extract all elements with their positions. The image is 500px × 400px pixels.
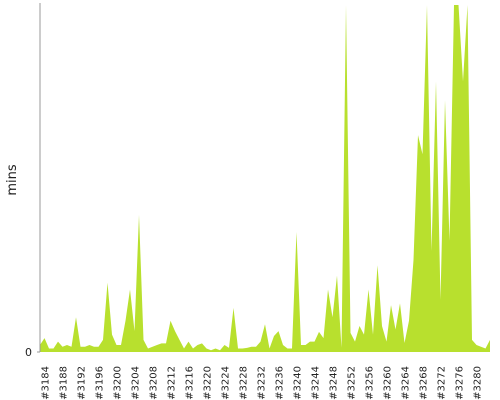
x-tick-label: #3252 — [347, 366, 358, 400]
x-tick-label: #3240 — [293, 366, 304, 400]
x-tick-label: #3232 — [257, 366, 268, 400]
x-tick-label: #3272 — [437, 366, 448, 400]
x-tick-label: #3188 — [59, 366, 70, 400]
x-tick-label: #3196 — [95, 366, 106, 400]
x-tick-label: #3216 — [185, 366, 196, 400]
x-tick-label: #3200 — [113, 366, 124, 400]
x-tick-label: #3264 — [401, 366, 412, 400]
x-tick-label: #3268 — [419, 366, 430, 400]
x-tick-label: #3276 — [455, 366, 466, 400]
area — [40, 5, 490, 352]
y-tick-label: 0 — [25, 346, 32, 359]
x-tick-label: #3236 — [275, 366, 286, 400]
y-axis-label: mins — [5, 164, 20, 196]
x-tick-label: #3248 — [329, 366, 340, 400]
x-tick-label: #3184 — [41, 366, 52, 400]
x-tick-label: #3204 — [131, 366, 142, 400]
x-tick-label: #3244 — [311, 366, 322, 400]
x-tick-label: #3256 — [365, 366, 376, 400]
x-tick-label: #3260 — [383, 366, 394, 400]
x-tick-label: #3212 — [167, 366, 178, 400]
x-tick-label: #3192 — [77, 366, 88, 400]
x-tick-label: #3224 — [221, 366, 232, 400]
x-tick-label: #3208 — [149, 366, 160, 400]
x-tick-label: #3280 — [473, 366, 484, 400]
x-tick-label: #3228 — [239, 366, 250, 400]
x-tick-label: #3220 — [203, 366, 214, 400]
